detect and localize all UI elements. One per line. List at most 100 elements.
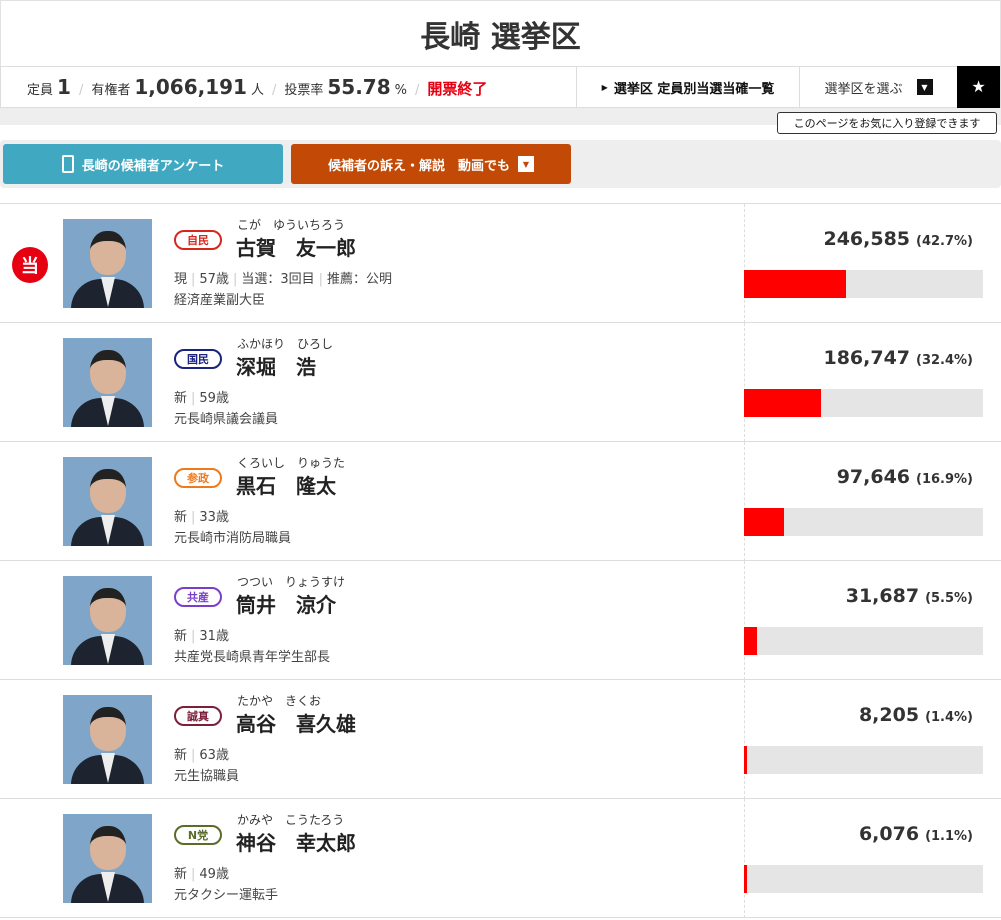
winner-badge: 当 — [12, 247, 48, 283]
party-badge: 共産 — [174, 587, 222, 607]
candidate-name: 筒井 涼介 — [236, 593, 336, 617]
winners-link-label: 選挙区 定員別当選当確一覧 — [613, 81, 775, 97]
incumbency: 新 — [174, 629, 188, 644]
age: 57歳 — [199, 272, 229, 287]
party-badge: 自民 — [174, 230, 222, 250]
candidate-job: 元長崎県議会議員 — [174, 412, 279, 427]
vote-percent: (32.4%) — [916, 353, 973, 368]
votes-value: 8,205 — [858, 704, 920, 726]
vote-share-fill — [744, 389, 822, 417]
candidate-meta: 新 | 63歳 — [174, 748, 229, 763]
candidate-row: N党 かみや こうたろう 神谷 幸太郎 新 | 49歳 元タクシー運転手 6,076… — [0, 799, 1001, 918]
candidate-name: 神谷 幸太郎 — [236, 831, 356, 855]
triangle-right-icon: ▶ — [601, 82, 608, 92]
candidate-meta: 新 | 59歳 — [174, 391, 229, 406]
candidate-kana: こが ゆういちろう — [237, 218, 346, 232]
incumbency: 現 — [174, 272, 188, 287]
candidate-kana: たかや きくお — [237, 694, 322, 708]
vote-percent: (5.5%) — [925, 591, 973, 606]
video-button[interactable]: 候補者の訴え・解説 動画でも ▼ — [291, 144, 571, 184]
candidate-job: 元長崎市消防局職員 — [174, 531, 292, 546]
vote-share-fill — [744, 865, 747, 893]
star-icon: ★ — [971, 77, 986, 96]
vote-share-bar — [744, 389, 983, 417]
party-badge: 国民 — [174, 349, 222, 369]
candidate-photo — [63, 695, 152, 784]
party-badge: 誠真 — [174, 706, 222, 726]
vote-count: 8,205 (1.4%) — [859, 704, 973, 726]
candidate-name: 黒石 隆太 — [236, 474, 336, 498]
survey-button[interactable]: 長崎の候補者アンケート — [3, 144, 283, 184]
candidate-kana: くろいし りゅうた — [237, 456, 346, 470]
column-divider — [744, 561, 745, 680]
vote-percent: (1.1%) — [925, 829, 973, 844]
column-divider — [744, 323, 745, 442]
candidate-job: 経済産業副大臣 — [174, 293, 266, 308]
winners-list-link[interactable]: ▶ 選挙区 定員別当選当確一覧 — [576, 67, 799, 107]
favorite-star-button[interactable]: ★ — [957, 65, 1000, 108]
candidate-kana: ふかほり ひろし — [237, 337, 334, 351]
votes-value: 246,585 — [823, 228, 911, 250]
vote-share-bar — [744, 508, 983, 536]
votes-value: 31,687 — [845, 585, 920, 607]
count-status: 開票終了 — [427, 80, 488, 98]
chevron-down-icon: ▼ — [916, 79, 933, 95]
vote-count: 246,585 (42.7%) — [823, 228, 973, 250]
vote-count: 97,646 (16.9%) — [837, 466, 973, 488]
survey-label: 長崎の候補者アンケート — [81, 158, 225, 174]
election-stats: 定員 1/ 有権者 1,066,191 人 / 投票率 55.78% / 開票終了 — [27, 75, 488, 99]
chevron-down-icon: ▼ — [518, 156, 534, 172]
column-divider — [744, 442, 745, 561]
incumbency: 新 — [174, 867, 188, 882]
vote-share-fill — [744, 508, 785, 536]
candidate-photo — [63, 457, 152, 546]
age: 63歳 — [199, 748, 229, 763]
age: 33歳 — [199, 510, 229, 525]
candidate-meta: 新 | 49歳 — [174, 867, 229, 882]
column-divider — [744, 799, 745, 918]
seats-value: 1 — [57, 75, 71, 99]
candidate-kana: かみや こうたろう — [237, 813, 345, 827]
incumbency: 新 — [174, 748, 188, 763]
times-elected: 当選：3回目 — [241, 272, 315, 287]
vote-share-fill — [744, 746, 748, 774]
district-select-label: 選挙区を選ぶ — [824, 81, 903, 97]
endorsement: 推薦：公明 — [327, 272, 393, 287]
candidate-photo — [63, 219, 152, 308]
incumbency: 新 — [174, 391, 188, 406]
candidate-name: 古賀 友一郎 — [236, 236, 356, 260]
candidate-job: 元タクシー運転手 — [174, 888, 279, 903]
candidate-kana: つつい りょうすけ — [237, 575, 346, 589]
seats-label: 定員 — [27, 83, 54, 98]
party-badge: 参政 — [174, 468, 222, 488]
column-divider — [744, 204, 745, 323]
age: 31歳 — [199, 629, 229, 644]
electorate-value: 1,066,191 — [134, 75, 247, 99]
video-label: 候補者の訴え・解説 動画でも — [327, 158, 510, 174]
votes-value: 186,747 — [823, 347, 911, 369]
candidate-name: 高谷 喜久雄 — [236, 712, 356, 736]
district-select-button[interactable]: 選挙区を選ぶ ▼ — [799, 67, 957, 107]
turnout-unit: % — [394, 83, 407, 98]
candidate-job: 共産党長崎県青年学生部長 — [174, 650, 331, 665]
vote-percent: (1.4%) — [925, 710, 973, 725]
candidate-job: 元生協職員 — [174, 769, 240, 784]
vote-percent: (42.7%) — [916, 234, 973, 249]
incumbency: 新 — [174, 510, 188, 525]
turnout-value: 55.78 — [327, 75, 391, 99]
vote-percent: (16.9%) — [916, 472, 973, 487]
candidate-row: 共産 つつい りょうすけ 筒井 涼介 新 | 31歳 共産党長崎県青年学生部長 31… — [0, 561, 1001, 680]
turnout-label: 投票率 — [284, 83, 324, 98]
candidate-meta: 現 | 57歳 | 当選：3回目 | 推薦：公明 — [174, 272, 393, 287]
divider-band — [0, 108, 1001, 125]
column-divider — [744, 680, 745, 799]
votes-value: 97,646 — [836, 466, 911, 488]
age: 59歳 — [199, 391, 229, 406]
vote-share-bar — [744, 627, 983, 655]
candidate-row: 当 自民 こが ゆういちろう 古賀 友一郎 現 | 57歳 | 当選：3回目 | 推薦：公明… — [0, 204, 1001, 323]
votes-value: 6,076 — [858, 823, 920, 845]
candidate-row: 国民 ふかほり ひろし 深堀 浩 新 | 59歳 元長崎県議会議員 186,747 (… — [0, 323, 1001, 442]
candidate-photo — [63, 814, 152, 903]
candidate-row: 誠真 たかや きくお 高谷 喜久雄 新 | 63歳 元生協職員 8,205 (1.4%… — [0, 680, 1001, 799]
page-title: 長崎 選挙区 — [0, 0, 1001, 66]
